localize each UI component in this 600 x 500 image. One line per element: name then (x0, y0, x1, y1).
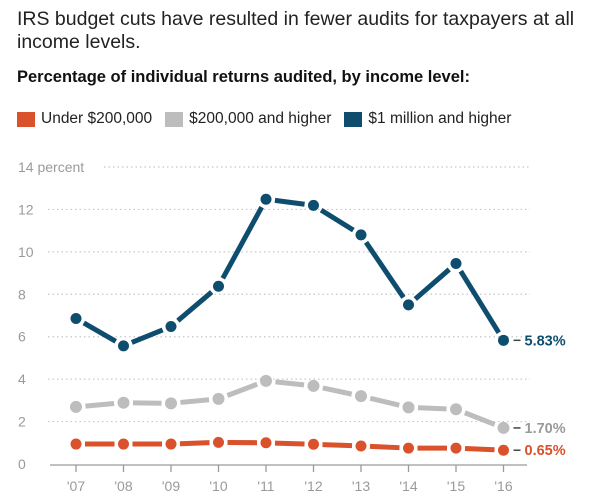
data-point (213, 436, 224, 448)
data-point (403, 299, 414, 311)
series-segment (176, 290, 214, 323)
legend-swatch-under-200k (17, 111, 35, 127)
data-point (355, 390, 367, 403)
x-tick-label: '07 (67, 478, 85, 494)
x-tick-label: '16 (494, 478, 512, 494)
x-tick-label: '13 (352, 478, 370, 494)
data-point (450, 403, 462, 416)
legend-label-1m-higher: $1 million and higher (368, 110, 512, 127)
y-tick-label: 8 (18, 286, 26, 302)
data-point (260, 437, 272, 449)
series-lines (70, 193, 510, 456)
series-segment (458, 269, 501, 334)
legend-item-under-200k: Under $200,000 (17, 110, 152, 128)
x-axis: '07 '08 '09 '10 '11 '12 '13 '14 '15 '16 (50, 464, 527, 494)
data-point (70, 400, 82, 413)
series-segment (363, 240, 406, 299)
end-label: 1.70% (525, 421, 566, 437)
data-point (260, 374, 272, 387)
series-segment (322, 442, 353, 449)
series-segment (220, 205, 264, 280)
data-point (497, 421, 510, 434)
end-labels: 0.65% 1.70% 5.83% (513, 333, 566, 459)
data-point (117, 396, 130, 409)
series-segment (319, 208, 355, 233)
legend-label-under-200k: Under $200,000 (41, 110, 153, 127)
series-segment (464, 445, 495, 453)
series-segment (463, 410, 496, 427)
data-point (498, 334, 509, 346)
data-point (498, 444, 509, 456)
data-point (308, 199, 319, 211)
y-tick-label: 0 (18, 456, 26, 472)
data-point (450, 258, 462, 270)
x-tick-label: '11 (257, 478, 274, 494)
y-tick-label: 6 (18, 329, 26, 345)
x-tick-label: '09 (162, 478, 180, 494)
legend: Under $200,000 $200,000 and higher $1 mi… (17, 110, 524, 128)
y-tick-label: 14 percent (18, 159, 84, 175)
x-tick-label: '14 (399, 478, 417, 494)
data-point (307, 379, 320, 392)
series-segment (413, 267, 451, 301)
series-segment (322, 385, 353, 397)
data-point (212, 392, 225, 405)
data-point (213, 280, 224, 292)
series-segment (275, 379, 305, 388)
legend-item-200k-higher: $200,000 and higher (165, 110, 331, 128)
end-label: 5.83% (525, 333, 566, 349)
data-point (402, 401, 415, 414)
y-tick-label: 10 (18, 244, 34, 260)
legend-label-200k-higher: $200,000 and higher (189, 110, 332, 127)
series-segment (85, 401, 115, 409)
series-0 (70, 436, 509, 456)
data-point (308, 438, 319, 450)
data-point (118, 438, 129, 450)
y-tick-label: 2 (18, 414, 26, 430)
series-segment (369, 443, 400, 451)
data-point (355, 440, 367, 452)
legend-item-1m-higher: $1 million and higher (344, 110, 511, 128)
data-point (70, 312, 82, 324)
series-segment (369, 395, 400, 408)
data-point (355, 229, 367, 241)
x-tick-label: '15 (447, 478, 465, 494)
series-segment (274, 197, 305, 207)
data-point (403, 442, 414, 454)
series-segment (274, 440, 305, 447)
series-segment (180, 397, 210, 405)
y-tick-label: 4 (18, 371, 26, 387)
series-1 (70, 374, 510, 434)
data-point (260, 193, 272, 205)
data-point (118, 340, 129, 352)
series-2 (70, 193, 509, 352)
data-point (165, 438, 177, 450)
chart-title: Percentage of individual returns audited… (17, 68, 470, 86)
x-tick-label: '12 (304, 478, 322, 494)
headline: IRS budget cuts have resulted in fewer a… (17, 8, 575, 53)
legend-swatch-1m-higher (344, 111, 363, 127)
series-segment (417, 405, 447, 412)
legend-swatch-200k-higher (165, 111, 184, 127)
x-tick-label: '10 (209, 478, 227, 494)
x-tick-label: '08 (114, 478, 132, 494)
data-point (165, 397, 177, 410)
series-segment (82, 320, 117, 344)
y-axis-ticks: 0 2 4 6 8 10 12 14 percent (18, 159, 84, 472)
data-point (165, 321, 177, 333)
y-tick-label: 12 (18, 201, 34, 217)
gridlines (48, 166, 530, 423)
end-label: 0.65% (525, 443, 566, 459)
data-point (70, 438, 82, 450)
series-segment (130, 327, 164, 345)
series-segment (226, 381, 259, 398)
series-segment (179, 440, 210, 447)
data-point (450, 442, 462, 454)
